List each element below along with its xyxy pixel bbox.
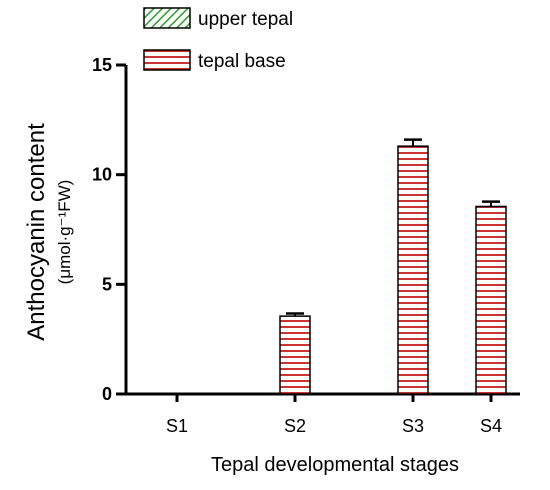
y-tick-label: 15 [92, 55, 112, 75]
plot-area: 0 5 10 15 S1 S2 S3 S4 [92, 55, 520, 436]
y-tick-label: 5 [102, 274, 112, 294]
x-tick-label: S3 [402, 416, 424, 436]
bar-tepal-base-s2 [279, 315, 311, 395]
legend-item-tepal-base: tepal base [143, 49, 286, 72]
x-tick-label: S1 [166, 416, 188, 436]
legend-label-upper-tepal: upper tepal [198, 9, 293, 30]
x-axis-title: Tepal developmental stages [211, 454, 459, 476]
bar-tepal-base-s4 [475, 205, 507, 395]
legend: upper tepal tepal base [143, 7, 293, 72]
y-tick-label: 10 [92, 165, 112, 185]
x-tick-label: S4 [480, 416, 502, 436]
legend-label-tepal-base: tepal base [198, 51, 286, 72]
legend-swatch-tepal-base [143, 49, 191, 71]
bar-tepal-base-s3 [397, 145, 429, 395]
y-tick-label: 0 [102, 384, 112, 404]
bar-upper-tepal-s1 [140, 392, 172, 395]
legend-item-upper-tepal: upper tepal [143, 7, 293, 30]
legend-swatch-upper-tepal [143, 7, 191, 29]
y-axis-unit: (μmol·g⁻¹FW) [55, 180, 74, 285]
y-axis-title: Anthocyanin content [23, 123, 50, 341]
x-tick-label: S2 [284, 416, 306, 436]
